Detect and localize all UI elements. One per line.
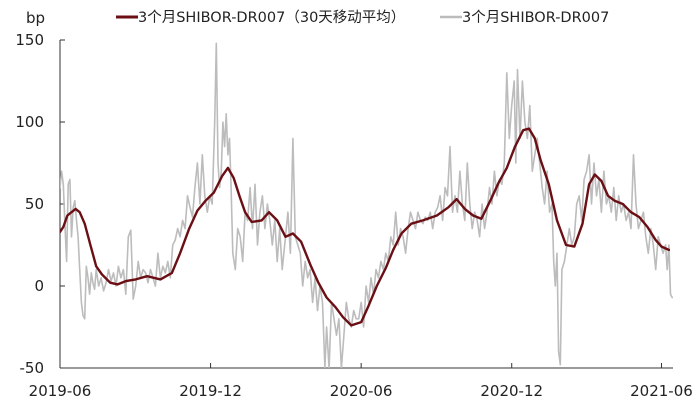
- legend-label: 3个月SHIBOR-DR007（30天移动平均）: [138, 9, 405, 26]
- series-line-moving-average: [60, 127, 671, 327]
- y-tick-label: 50: [25, 195, 44, 213]
- x-tick-label: 2019-06: [29, 382, 92, 400]
- y-axis: -50 0 50 100 150: [15, 31, 65, 377]
- x-tick-label: 2021-06: [630, 382, 693, 400]
- series-layer: [60, 42, 673, 368]
- x-tick-label: 2020-06: [330, 382, 393, 400]
- y-tick-label: 150: [15, 31, 44, 49]
- x-tick-label: 2019-12: [179, 382, 242, 400]
- x-tick-label: 2020-12: [480, 382, 543, 400]
- legend-item: 3个月SHIBOR-DR007（30天移动平均）: [116, 9, 405, 26]
- y-tick-label: -50: [20, 359, 45, 377]
- y-tick-label: 0: [34, 277, 44, 295]
- series-line-daily: [60, 42, 673, 368]
- legend-item: 3个月SHIBOR-DR007: [440, 9, 609, 26]
- x-axis: 2019-06 2019-12 2020-06 2020-12 2021-06: [29, 363, 693, 400]
- legend-label: 3个月SHIBOR-DR007: [462, 9, 609, 26]
- y-axis-unit-label: bp: [26, 9, 45, 27]
- legend: 3个月SHIBOR-DR007（30天移动平均） 3个月SHIBOR-DR007: [116, 9, 609, 26]
- y-tick-label: 100: [15, 113, 44, 131]
